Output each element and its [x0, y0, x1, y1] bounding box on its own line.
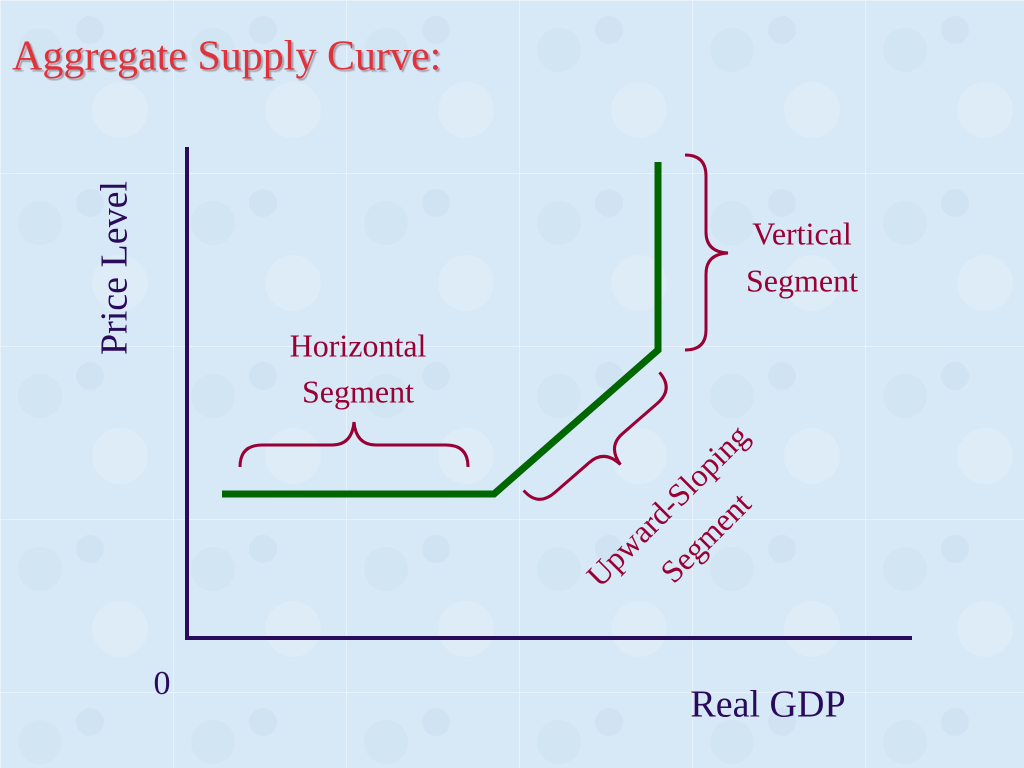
- brace: [522, 371, 668, 501]
- x-axis-label: Real GDP: [690, 684, 845, 726]
- y-axis-label: Price Level: [94, 181, 136, 355]
- segment-label: Segment: [302, 373, 414, 409]
- origin-label: 0: [154, 665, 171, 702]
- segment-label: Segment: [746, 262, 858, 298]
- segment-label: Vertical: [752, 215, 852, 251]
- segment-label: Horizontal: [290, 327, 427, 363]
- brace: [684, 153, 729, 352]
- brace: [238, 421, 470, 468]
- supply-curve: [222, 162, 662, 498]
- title: Aggregate Supply Curve:: [12, 34, 441, 80]
